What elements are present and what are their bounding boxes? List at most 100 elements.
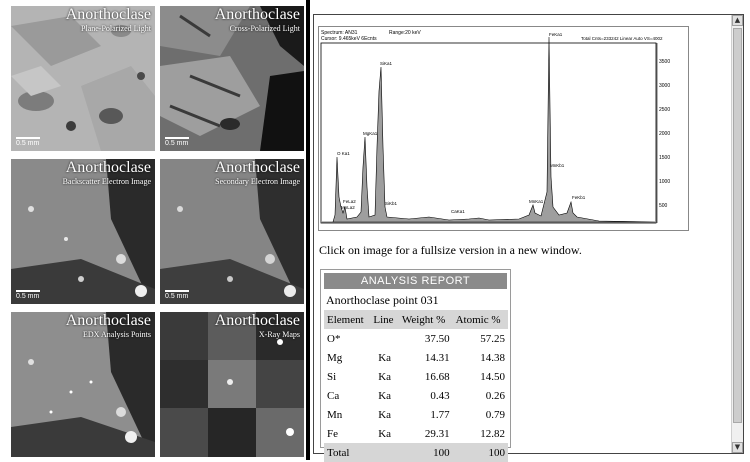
- thumbnail-subtitle: Plane-Polarized Light: [81, 24, 151, 33]
- spectrum-cursor: Cursor: 9.465keV 6Ecnts: [321, 36, 377, 42]
- line-cell: Ka: [378, 370, 392, 383]
- total-label: Total: [324, 443, 371, 462]
- column-header: Element: [324, 310, 371, 329]
- thumbnail-subtitle: X-Ray Maps: [258, 330, 300, 339]
- thumbnail-subtitle: EDX Analysis Points: [82, 330, 151, 339]
- y-tick-label: 1000: [659, 179, 670, 185]
- table-row: Mg Ka 14.31 14.38: [324, 348, 508, 367]
- peak-label: SiKa1: [380, 61, 393, 66]
- y-tick-label: 3500: [659, 59, 670, 65]
- atomic-cell: 57.25: [480, 332, 505, 345]
- edx-image: [11, 312, 155, 457]
- thumbnail-subtitle: Secondary Electron Image: [215, 177, 300, 186]
- peak-label: O Ka1: [337, 151, 350, 156]
- thumbnail-backscatter[interactable]: Anorthoclase Backscatter Electron Image …: [11, 159, 155, 304]
- column-header: Atomic %: [452, 310, 508, 329]
- thumbnail-title: Anorthoclase: [214, 312, 300, 329]
- panel-divider: [306, 0, 310, 460]
- scale-bar: 0.5 mm: [165, 290, 189, 301]
- spectrum-header-mid: Range:20 keV: [389, 30, 421, 36]
- y-tick-label: 2000: [659, 131, 670, 137]
- element-cell: O*: [327, 332, 341, 345]
- element-cell: Si: [327, 370, 337, 383]
- report-header: ANALYSIS REPORT: [324, 273, 507, 289]
- table-total-row: Total 100 100: [324, 443, 508, 462]
- table-row: Fe Ka 29.31 12.82: [324, 424, 508, 443]
- y-tick-label: 3000: [659, 83, 670, 89]
- element-cell: Mn: [327, 408, 343, 421]
- weight-cell: 0.43: [430, 389, 450, 402]
- xray-maps-image: [160, 312, 304, 457]
- thumbnail-subtitle: Backscatter Electron Image: [62, 177, 151, 186]
- peak-label: MnKb1: [550, 163, 565, 168]
- thumbnail-edx-points[interactable]: Anorthoclase EDX Analysis Points: [11, 312, 155, 457]
- line-cell: Ka: [378, 351, 392, 364]
- scale-bar: 0.5 mm: [16, 137, 40, 148]
- table-row: O* 37.50 57.25: [324, 329, 508, 348]
- weight-cell: 37.50: [424, 332, 450, 345]
- atomic-cell: 0.26: [485, 389, 505, 402]
- peak-label: FeLa2: [343, 199, 356, 204]
- weight-cell: 14.31: [424, 351, 450, 364]
- thumbnail-cross-polarized[interactable]: Anorthoclase Cross-Polarized Light 0.5 m…: [160, 6, 304, 151]
- scroll-down-button[interactable]: ▼: [732, 442, 743, 453]
- total-line-cell: [370, 443, 399, 462]
- peak-label: MnLa2: [341, 205, 355, 210]
- secondary-electron-image: [160, 159, 304, 304]
- report-table: Element Line Weight % Atomic % O* 37.50 …: [324, 310, 508, 462]
- column-header: Weight %: [398, 310, 453, 329]
- y-tick-label: 2500: [659, 107, 670, 113]
- plane-polarized-image: [11, 6, 155, 151]
- report-sample-name: Anorthoclase point 031: [326, 293, 439, 307]
- scroll-up-button[interactable]: ▲: [732, 15, 743, 26]
- scale-bar: 0.5 mm: [165, 137, 189, 148]
- atomic-cell: 0.79: [485, 408, 505, 421]
- peak-label: FeKa1: [549, 32, 563, 37]
- element-cell: Fe: [327, 427, 338, 440]
- thumbnail-title: Anorthoclase: [214, 159, 300, 176]
- line-cell: Ka: [378, 389, 392, 402]
- atomic-cell: 12.82: [480, 427, 505, 440]
- weight-cell: 1.77: [430, 408, 450, 421]
- line-cell: Ka: [378, 427, 392, 440]
- weight-cell: 16.68: [424, 370, 450, 383]
- fullsize-caption: Click on image for a fullsize version in…: [319, 243, 582, 257]
- atomic-cell: 14.50: [480, 370, 505, 383]
- analysis-report: ANALYSIS REPORT Anorthoclase point 031 E…: [320, 269, 511, 462]
- atomic-cell: 14.38: [480, 351, 505, 364]
- element-cell: Ca: [327, 389, 340, 402]
- spectrum-header-right: Total Cnts=233242 Linear Auto VS=4002: [581, 36, 663, 41]
- y-tick-label: 500: [659, 203, 668, 209]
- peak-label: MnKa1: [529, 199, 544, 204]
- element-cell: Mg: [327, 351, 343, 364]
- thumbnail-title: Anorthoclase: [65, 159, 151, 176]
- total-weight: 100: [398, 443, 453, 462]
- thumbnail-subtitle: Cross-Polarized Light: [229, 24, 300, 33]
- peak-label: SiKb1: [385, 201, 398, 206]
- table-header-row: Element Line Weight % Atomic %: [324, 310, 508, 329]
- table-row: Ca Ka 0.43 0.26: [324, 386, 508, 405]
- scale-bar: 0.5 mm: [16, 290, 40, 301]
- column-header: Line: [370, 310, 399, 329]
- thumbnail-secondary-electron[interactable]: Anorthoclase Secondary Electron Image 0.…: [160, 159, 304, 304]
- weight-cell: 29.31: [424, 427, 450, 440]
- scrollbar-thumb[interactable]: [733, 28, 742, 423]
- thumbnail-panel: Anorthoclase Plane-Polarized Light 0.5 m…: [0, 0, 306, 460]
- y-tick-label: 1500: [659, 155, 670, 161]
- peak-label: CaKa1: [451, 209, 465, 214]
- thumbnail-xray-maps[interactable]: Anorthoclase X-Ray Maps: [160, 312, 304, 457]
- cross-polarized-image: [160, 6, 304, 151]
- backscatter-image: [11, 159, 155, 304]
- vertical-scrollbar[interactable]: ▲ ▼: [731, 15, 743, 453]
- peak-label: FeKb1: [572, 195, 586, 200]
- thumbnail-plane-polarized[interactable]: Anorthoclase Plane-Polarized Light 0.5 m…: [11, 6, 155, 151]
- total-atomic: 100: [452, 443, 508, 462]
- edx-spectrum-image[interactable]: Spectrum: AN31 Range:20 keV Cursor: 9.46…: [318, 26, 689, 231]
- table-row: Si Ka 16.68 14.50: [324, 367, 508, 386]
- line-cell: Ka: [378, 408, 392, 421]
- peak-label: MgKa1: [363, 131, 378, 136]
- table-row: Mn Ka 1.77 0.79: [324, 405, 508, 424]
- thumbnail-title: Anorthoclase: [214, 6, 300, 23]
- thumbnail-title: Anorthoclase: [65, 6, 151, 23]
- thumbnail-title: Anorthoclase: [65, 312, 151, 329]
